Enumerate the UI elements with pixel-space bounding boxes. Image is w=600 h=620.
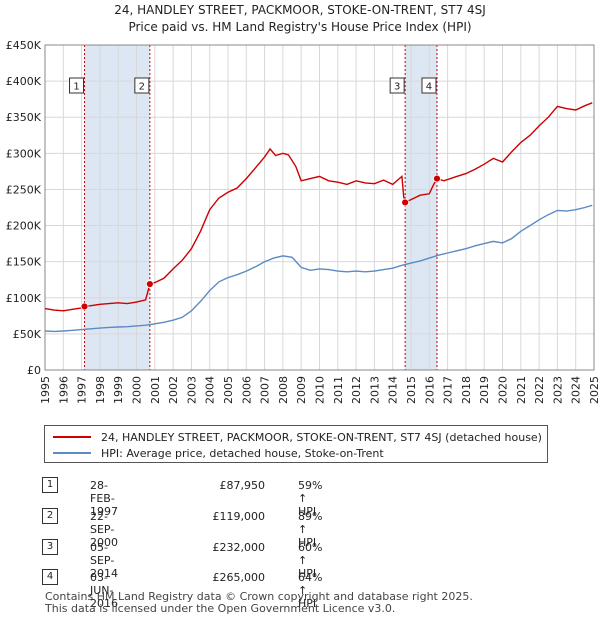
x-tick-label: 2023: [551, 376, 564, 404]
sale-point-3: [401, 198, 410, 207]
x-tick-label: 1999: [112, 376, 125, 404]
legend-label-hpi: HPI: Average price, detached house, Stok…: [101, 446, 384, 460]
row-badge: 1: [42, 477, 58, 493]
row-hpi: 64% ↑ HPI: [298, 571, 323, 610]
x-tick-label: 2016: [423, 376, 436, 404]
legend-item-property: 24, HANDLEY STREET, PACKMOOR, STOKE-ON-T…: [53, 430, 542, 444]
y-tick-label: £100K: [6, 292, 42, 305]
shaded-period-1: [84, 45, 150, 370]
marker-badge-label: 2: [139, 82, 145, 93]
y-tick-label: £300K: [6, 147, 42, 160]
series-line-property: [44, 102, 593, 312]
marker-badge-1: 1: [69, 77, 85, 94]
x-tick-label: 2008: [277, 376, 290, 404]
row-badge: 3: [42, 539, 58, 555]
chart-title: 24, HANDLEY STREET, PACKMOOR, STOKE-ON-T…: [114, 3, 486, 17]
x-tick-label: 2010: [314, 376, 327, 404]
shaded-period-2: [405, 45, 437, 370]
sale-point-4: [433, 174, 441, 183]
y-tick-label: £150K: [6, 256, 42, 269]
marker-badge-label: 4: [426, 82, 432, 93]
row-date: 03-JUN-2016: [90, 571, 118, 610]
x-tick-label: 2018: [460, 376, 473, 404]
x-tick-label: 2019: [478, 376, 491, 404]
footer-copyright: Contains HM Land Registry data © Crown c…: [45, 590, 473, 603]
legend-item-hpi: HPI: Average price, detached house, Stok…: [53, 446, 384, 460]
x-tick-label: 2007: [259, 376, 272, 404]
x-tick-label: 1997: [76, 376, 89, 404]
row-price: £232,000: [212, 541, 266, 554]
x-tick-label: 2014: [387, 376, 400, 404]
x-tick-label: 2000: [131, 376, 144, 404]
x-tick-label: 2006: [240, 376, 253, 404]
y-tick-label: £50K: [13, 328, 42, 341]
legend: 24, HANDLEY STREET, PACKMOOR, STOKE-ON-T…: [44, 425, 548, 463]
x-tick-label: 2011: [332, 376, 345, 404]
x-tick-label: 2005: [222, 376, 235, 404]
row-hpi: 89% ↑ HPI: [298, 510, 323, 549]
x-tick-label: 2017: [442, 376, 455, 404]
sale-point-2: [145, 280, 154, 288]
y-tick-label: £350K: [6, 111, 42, 124]
plot-frame: [44, 44, 595, 371]
row-price: £87,950: [219, 479, 266, 492]
marker-badge-box: [69, 77, 85, 94]
legend-label-property: 24, HANDLEY STREET, PACKMOOR, STOKE-ON-T…: [101, 430, 542, 444]
x-tick-label: 2012: [350, 376, 363, 404]
marker-badge-box: [389, 77, 405, 94]
marker-badge-box: [421, 77, 437, 94]
y-tick-label: £400K: [6, 75, 42, 88]
row-price: £265,000: [212, 571, 266, 584]
x-tick-label: 1996: [57, 376, 70, 404]
marker-badge-2: 2: [134, 77, 150, 94]
price-chart: £0 £50K £100K £150K £200K £250K £300K £350K £400…: [6, 39, 600, 404]
x-tick-label: 2004: [204, 376, 217, 404]
x-tick-label: 2003: [185, 376, 198, 404]
footer-licence: This data is licensed under the Open Gov…: [45, 602, 396, 615]
marker-badge-label: 3: [394, 82, 400, 93]
x-tick-label: 2024: [570, 376, 583, 404]
row-hpi: 60% ↑ HPI: [298, 541, 323, 580]
marker-badge-label: 1: [73, 82, 79, 93]
y-tick-label: £450K: [6, 39, 42, 52]
row-date: 05-SEP-2014: [90, 541, 118, 580]
legend-swatch-hpi: [53, 452, 91, 454]
sale-point-1: [80, 302, 89, 311]
x-tick-label: 1995: [39, 376, 52, 404]
marker-badge-box: [134, 77, 150, 94]
x-tick-label: 2013: [368, 376, 381, 404]
y-tick-label: £250K: [6, 183, 42, 196]
row-date: 28-FEB-1997: [90, 479, 118, 518]
row-hpi: 59% ↑ HPI: [298, 479, 323, 518]
x-tick-label: 2025: [588, 376, 600, 404]
row-date: 22-SEP-2000: [90, 510, 118, 549]
y-tick-label: £0: [27, 364, 41, 377]
chart-subtitle: Price paid vs. HM Land Registry's House …: [128, 20, 472, 34]
x-tick-label: 2020: [497, 376, 510, 404]
x-tick-label: 2001: [149, 376, 162, 404]
x-tick-label: 2021: [515, 376, 528, 404]
y-tick-label: £200K: [6, 220, 42, 233]
row-badge: 4: [42, 569, 58, 585]
legend-swatch-property: [53, 436, 91, 438]
row-price: £119,000: [212, 510, 266, 523]
x-tick-label: 2009: [295, 376, 308, 404]
marker-badge-3: 3: [389, 77, 405, 94]
x-tick-label: 2022: [533, 376, 546, 404]
x-tick-label: 2015: [405, 376, 418, 404]
x-tick-label: 2002: [167, 376, 180, 404]
series-line-hpi: [44, 204, 593, 333]
row-badge: 2: [42, 508, 58, 524]
x-tick-label: 1998: [94, 376, 107, 404]
marker-badge-4: 4: [421, 77, 437, 94]
